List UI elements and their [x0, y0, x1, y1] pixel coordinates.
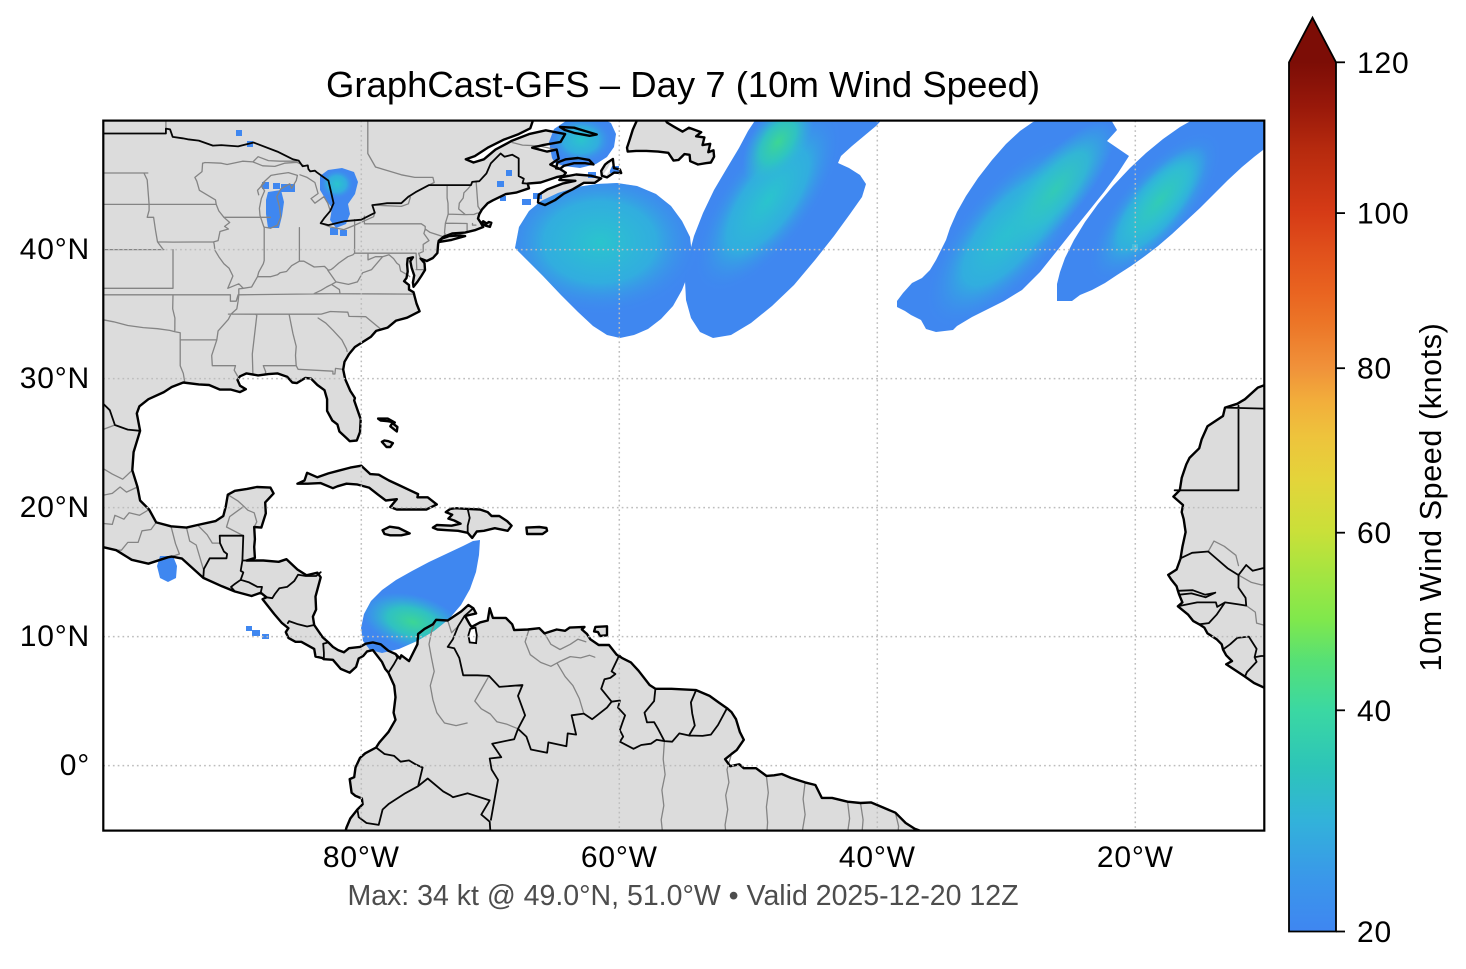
- svg-text:20: 20: [1357, 916, 1392, 949]
- svg-text:60: 60: [1357, 517, 1392, 550]
- svg-text:40°W: 40°W: [839, 841, 916, 874]
- svg-text:40: 40: [1357, 695, 1392, 728]
- svg-text:10m Wind Speed (knots): 10m Wind Speed (knots): [1414, 323, 1448, 672]
- svg-text:10°N: 10°N: [20, 620, 90, 653]
- svg-text:20°W: 20°W: [1097, 841, 1174, 874]
- svg-text:80: 80: [1357, 353, 1392, 386]
- svg-text:0°: 0°: [60, 749, 90, 782]
- svg-text:GraphCast-GFS – Day 7 (10m Win: GraphCast-GFS – Day 7 (10m Wind Speed): [326, 64, 1040, 105]
- svg-text:40°N: 40°N: [20, 233, 90, 266]
- svg-text:100: 100: [1357, 198, 1409, 231]
- svg-text:30°N: 30°N: [20, 362, 90, 395]
- svg-text:20°N: 20°N: [20, 491, 90, 524]
- svg-text:60°W: 60°W: [581, 841, 658, 874]
- svg-text:Max: 34 kt @ 49.0°N, 51.0°W •: Max: 34 kt @ 49.0°N, 51.0°W • Valid 2025…: [347, 880, 1018, 912]
- svg-text:80°W: 80°W: [323, 841, 400, 874]
- svg-text:120: 120: [1357, 47, 1409, 80]
